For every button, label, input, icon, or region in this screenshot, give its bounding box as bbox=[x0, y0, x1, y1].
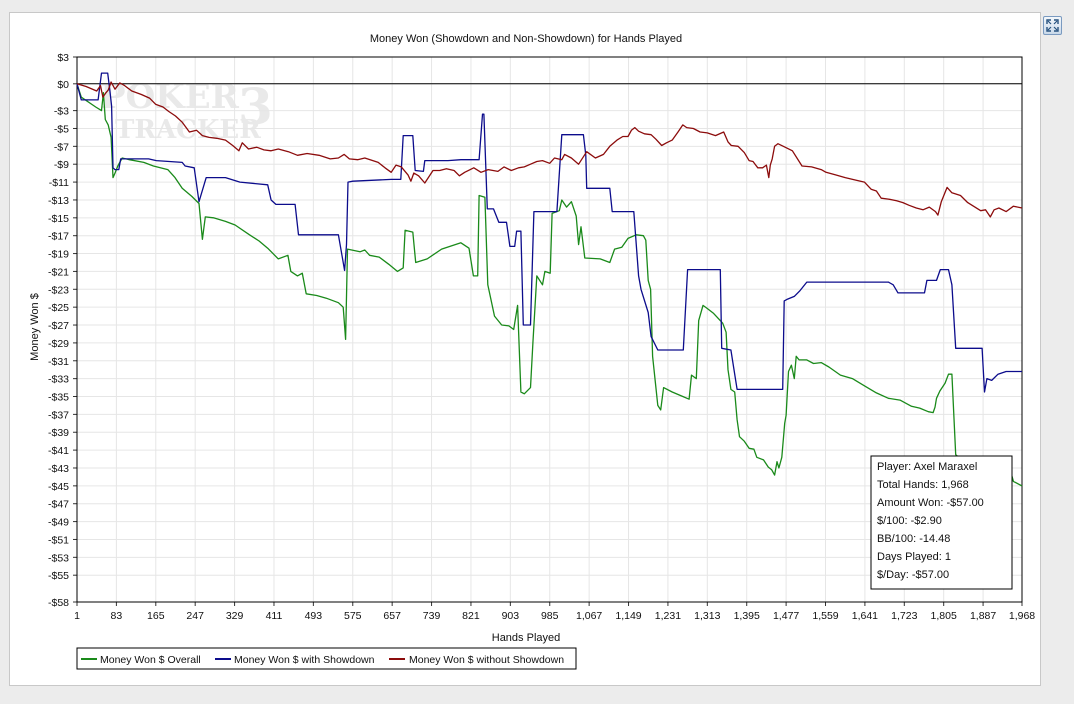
y-tick-label: -$53 bbox=[48, 552, 69, 564]
watermark-number: 3 bbox=[238, 77, 273, 136]
x-tick-label: 1,149 bbox=[615, 610, 641, 622]
x-tick-label: 1,313 bbox=[694, 610, 720, 622]
series-line-showdown bbox=[76, 72, 1022, 393]
x-tick-label: 1 bbox=[74, 610, 80, 622]
y-tick-label: $3 bbox=[57, 52, 69, 64]
chart-title: Money Won (Showdown and Non-Showdown) fo… bbox=[370, 33, 682, 45]
y-tick-label: -$37 bbox=[48, 409, 69, 421]
y-tick-label: -$29 bbox=[48, 338, 69, 350]
stats-box: Player: Axel Maraxel Total Hands: 1,968 … bbox=[870, 455, 1013, 590]
y-tick-label: -$25 bbox=[48, 302, 69, 314]
stats-total-hands: Total Hands: 1,968 bbox=[877, 479, 969, 491]
x-tick-label: 1,641 bbox=[852, 610, 878, 622]
y-tick-label: -$7 bbox=[54, 141, 69, 153]
x-tick-label: 1,559 bbox=[812, 610, 838, 622]
stats-days-played: Days Played: 1 bbox=[877, 551, 951, 563]
x-tick-label: 1,067 bbox=[576, 610, 602, 622]
x-tick-label: 329 bbox=[226, 610, 244, 622]
plot-frame bbox=[76, 56, 1023, 603]
y-tick-label: -$43 bbox=[48, 463, 69, 475]
y-tick-label: -$58 bbox=[48, 597, 69, 609]
stats-player: Player: Axel Maraxel bbox=[877, 461, 977, 473]
stats-box-frame bbox=[870, 455, 1013, 590]
expand-icon bbox=[1046, 19, 1059, 32]
stats-per-day: $/Day: -$57.00 bbox=[877, 569, 949, 581]
x-tick-label: 821 bbox=[462, 610, 480, 622]
y-tick-label: -$45 bbox=[48, 481, 69, 493]
y-tick-label: -$33 bbox=[48, 374, 69, 386]
x-tick-label: 1,887 bbox=[970, 610, 996, 622]
x-tick-label: 903 bbox=[502, 610, 520, 622]
y-tick-label: -$17 bbox=[48, 231, 69, 243]
y-tick-label: -$55 bbox=[48, 570, 69, 582]
chart-panel bbox=[9, 12, 1041, 686]
stats-per-100: $/100: -$2.90 bbox=[877, 515, 942, 527]
x-tick-label: 83 bbox=[111, 610, 123, 622]
legend-label-non-showdown: Money Won $ without Showdown bbox=[409, 654, 564, 666]
stats-amount-won: Amount Won: -$57.00 bbox=[877, 497, 984, 509]
y-tick-label: -$13 bbox=[48, 195, 69, 207]
legend: Money Won $ Overall Money Won $ with Sho… bbox=[76, 647, 577, 670]
legend-frame bbox=[76, 647, 577, 670]
y-tick-label: -$35 bbox=[48, 392, 69, 404]
y-tick-label: -$31 bbox=[48, 356, 69, 368]
y-tick-label: -$11 bbox=[49, 177, 69, 189]
legend-label-overall: Money Won $ Overall bbox=[100, 654, 201, 666]
y-tick-label: -$51 bbox=[48, 534, 69, 546]
x-tick-label: 1,395 bbox=[734, 610, 760, 622]
x-tick-label: 165 bbox=[147, 610, 165, 622]
x-tick-label: 493 bbox=[305, 610, 323, 622]
series-line-overall bbox=[76, 83, 1023, 487]
series-line-non-showdown bbox=[76, 81, 1023, 218]
expand-button[interactable] bbox=[1043, 16, 1062, 35]
y-tick-label: -$15 bbox=[48, 213, 69, 225]
y-tick-label: -$19 bbox=[48, 249, 69, 261]
axes: $3 $0 -$3 -$5 -$7 -$9 -$11 -$13 -$15 -$17 -$19 -$21… bbox=[48, 52, 1035, 622]
y-tick-label: $0 bbox=[57, 79, 69, 91]
x-tick-label: 411 bbox=[266, 610, 283, 622]
x-tick-label: 247 bbox=[186, 610, 204, 622]
y-tick-label: -$23 bbox=[48, 284, 69, 296]
y-tick-label: -$49 bbox=[48, 517, 69, 529]
y-tick-label: -$41 bbox=[48, 445, 69, 457]
x-tick-label: 575 bbox=[344, 610, 362, 622]
x-tick-label: 1,477 bbox=[773, 610, 799, 622]
x-tick-label: 739 bbox=[423, 610, 441, 622]
stats-bb-per-100: BB/100: -14.48 bbox=[877, 533, 950, 545]
y-tick-label: -$47 bbox=[48, 499, 69, 511]
y-tick-label: -$39 bbox=[48, 427, 69, 439]
y-tick-label: -$5 bbox=[54, 123, 69, 135]
legend-label-showdown: Money Won $ with Showdown bbox=[234, 654, 375, 666]
x-tick-label: 657 bbox=[383, 610, 401, 622]
y-axis-label: Money Won $ bbox=[29, 293, 41, 361]
x-tick-label: 985 bbox=[541, 610, 559, 622]
y-tick-label: -$27 bbox=[48, 320, 69, 332]
y-tick-label: -$21 bbox=[48, 266, 69, 278]
series-layer bbox=[76, 72, 1023, 487]
y-tick-label: -$9 bbox=[54, 159, 69, 171]
x-tick-label: 1,805 bbox=[931, 610, 957, 622]
x-tick-label: 1,968 bbox=[1009, 610, 1035, 622]
x-tick-label: 1,723 bbox=[891, 610, 917, 622]
y-tick-label: -$3 bbox=[54, 106, 69, 118]
x-tick-label: 1,231 bbox=[655, 610, 681, 622]
x-axis-label: Hands Played bbox=[492, 632, 561, 644]
